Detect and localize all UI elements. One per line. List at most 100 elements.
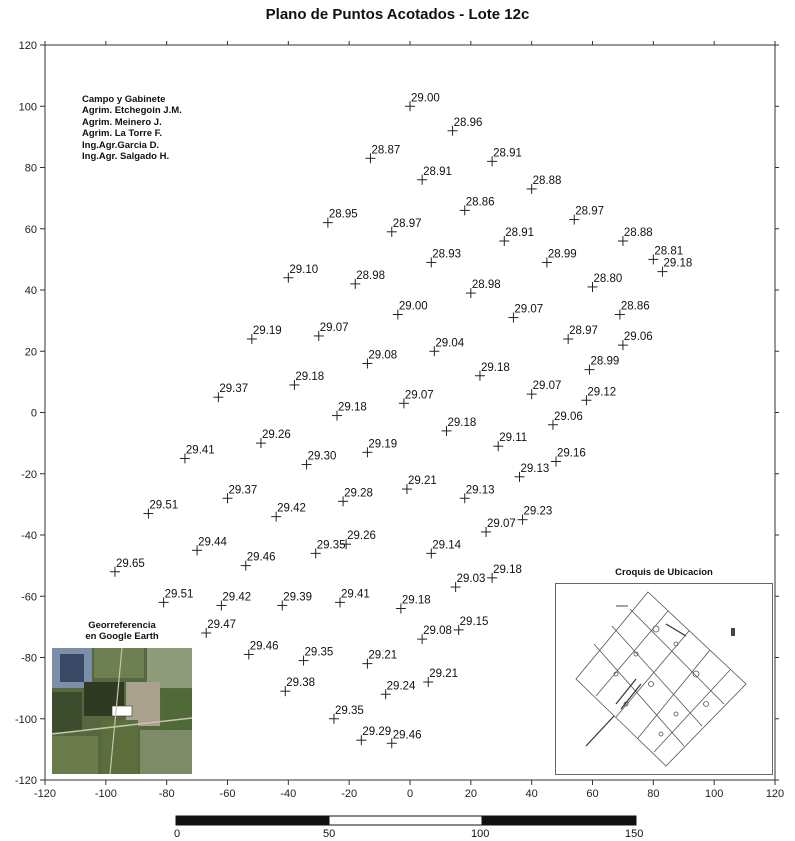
elevation-label: 28.93: [432, 248, 461, 260]
elevation-point: 29.35: [310, 539, 345, 559]
elevation-point: 29.06: [617, 331, 653, 351]
elevation-label: 29.18: [338, 402, 367, 414]
elevation-label: 29.65: [116, 558, 145, 570]
x-tick-label: 0: [407, 788, 413, 800]
elevation-label: 28.88: [533, 175, 562, 187]
elevation-label: 29.06: [554, 411, 583, 423]
elevation-label: 28.91: [505, 227, 534, 239]
elevation-point: 29.35: [328, 705, 364, 724]
elevation-label: 28.96: [454, 117, 483, 129]
elevation-label: 29.24: [387, 680, 416, 692]
elevation-label: 28.88: [624, 227, 653, 239]
elevation-point: 28.80: [587, 273, 623, 292]
elevation-point: 29.30: [301, 451, 337, 470]
elevation-label: 29.30: [308, 451, 337, 463]
elevation-label: 29.38: [286, 677, 315, 689]
elevation-label: 29.03: [457, 573, 486, 585]
x-tick-label: -100: [95, 788, 117, 800]
elevation-point: 28.86: [614, 301, 650, 320]
elevation-point: 29.11: [493, 432, 527, 452]
elevation-point: 28.81: [648, 245, 683, 265]
elevation-label: 28.97: [393, 218, 422, 230]
elevation-point: 29.46: [240, 552, 276, 571]
elevation-point: 28.96: [447, 117, 483, 136]
elevation-point: 29.15: [453, 616, 488, 635]
elevation-point: 28.98: [350, 270, 385, 289]
elevation-point: 29.21: [401, 475, 437, 495]
elevation-label: 29.00: [411, 92, 440, 104]
y-tick-label: 100: [19, 101, 37, 113]
elevation-point: 29.42: [216, 591, 251, 611]
scale-bar-segment: [481, 815, 637, 826]
elevation-point: 29.65: [109, 558, 145, 577]
credits-line: Agrim. La Torre F.: [82, 128, 163, 140]
elevation-label: 29.07: [320, 322, 349, 334]
elevation-label: 28.99: [590, 356, 619, 368]
elevation-point: 29.41: [179, 444, 215, 464]
elevation-label: 29.47: [207, 619, 236, 631]
y-tick-label: 80: [25, 163, 37, 175]
elevation-label: 28.81: [654, 245, 683, 257]
elevation-label: 28.80: [594, 273, 623, 285]
elevation-label: 29.51: [149, 500, 178, 512]
y-tick-label: -20: [21, 469, 37, 481]
scale-label-0: 0: [174, 828, 181, 840]
elevation-label: 29.46: [247, 552, 276, 564]
georef-title-line1: Georreferencia: [88, 620, 156, 631]
elevation-point: 29.46: [386, 729, 422, 749]
elevation-label: 29.04: [435, 337, 464, 349]
elevation-label: 29.41: [341, 588, 370, 600]
elevation-point: 29.47: [201, 619, 236, 638]
x-tick-label: 40: [526, 788, 538, 800]
elevation-point: 28.98: [465, 279, 501, 299]
y-tick-label: 60: [25, 224, 37, 236]
elevation-point: 29.18: [657, 258, 692, 277]
elevation-point: 29.07: [313, 322, 349, 341]
elevation-label: 29.19: [253, 325, 282, 337]
elevation-point: 29.28: [338, 487, 373, 507]
elevation-point: 29.13: [459, 484, 495, 504]
y-tick-label: -100: [15, 714, 37, 726]
elevation-point: 29.26: [255, 429, 291, 449]
elevation-point: 28.88: [526, 175, 562, 194]
elevation-point: 29.10: [283, 264, 318, 283]
elevation-label: 29.07: [487, 518, 516, 530]
elevation-point: 28.87: [365, 144, 400, 164]
elevation-label: 29.28: [344, 487, 373, 499]
elevation-label: 29.42: [222, 591, 251, 603]
elevation-point: 28.91: [499, 227, 534, 246]
elevation-point: 29.18: [289, 371, 324, 390]
elevation-point: 29.13: [514, 463, 549, 482]
elevation-point: 29.42: [271, 503, 306, 522]
y-tick-label: 0: [31, 408, 37, 420]
elevation-point: 29.06: [547, 411, 583, 430]
credits-line: Ing.Agr.Garcia D.: [82, 139, 160, 151]
elevation-label: 29.51: [165, 588, 194, 600]
georef-title: Georreferencia en Google Earth: [52, 620, 192, 642]
elevation-point: 29.07: [526, 380, 561, 400]
x-tick-label: -20: [341, 788, 357, 800]
elevation-label: 29.18: [493, 564, 522, 576]
y-tick-label: 120: [19, 40, 37, 52]
elevation-label: 29.12: [587, 386, 616, 398]
elevation-point: 29.44: [192, 536, 227, 556]
elevation-point: 29.19: [246, 325, 282, 344]
credits-line: Campo y Gabinete: [82, 94, 166, 105]
elevation-point: 29.37: [222, 484, 257, 504]
y-tick-label: -40: [21, 530, 37, 542]
y-tick-label: -60: [21, 591, 37, 603]
elevation-label: 29.29: [362, 726, 391, 738]
x-tick-label: -80: [159, 788, 175, 800]
elevation-label: 29.37: [219, 383, 248, 395]
elevation-label: 28.97: [575, 206, 604, 218]
map-title: Plano de Puntos Acotados - Lote 12c: [265, 6, 530, 23]
elevation-point: 29.19: [362, 438, 397, 458]
elevation-label: 29.26: [347, 530, 376, 542]
elevation-point: 28.97: [386, 218, 422, 237]
elevation-point: 29.26: [341, 530, 376, 550]
x-tick-label: -60: [220, 788, 236, 800]
elevation-label: 29.21: [429, 668, 458, 680]
location-sketch: Croquis de Ubicacion: [555, 567, 773, 775]
elevation-label: 29.39: [283, 591, 312, 603]
